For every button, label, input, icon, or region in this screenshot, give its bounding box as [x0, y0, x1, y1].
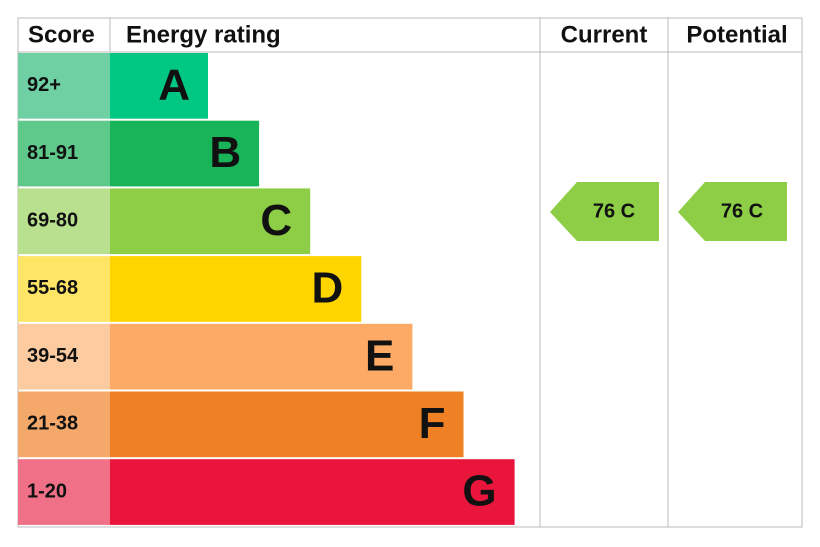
current-header: Current: [561, 21, 648, 48]
score-cell: [18, 391, 110, 458]
rating-bar: [110, 120, 260, 187]
rating-bar: [110, 188, 311, 255]
score-cell: [18, 53, 110, 119]
score-band: 39-54: [27, 345, 79, 367]
score-cell: [18, 323, 110, 390]
score-band: 92+: [27, 74, 61, 96]
score-cell: [18, 188, 110, 255]
rating-letter: E: [365, 331, 394, 380]
current-arrow: [550, 182, 659, 241]
score-cell: [18, 256, 110, 322]
rating-header: Energy rating: [126, 21, 281, 48]
rating-letter: C: [260, 196, 292, 245]
potential-rating: 76 C: [721, 200, 763, 222]
current-rating: 76 C: [593, 200, 635, 222]
rating-letter: F: [419, 399, 446, 448]
rating-letter: D: [312, 264, 344, 313]
rating-letter: A: [158, 60, 190, 109]
score-cell: [18, 459, 110, 525]
rating-bar: [110, 391, 464, 458]
score-band: 21-38: [27, 413, 78, 435]
rating-bar: [110, 256, 362, 322]
score-band: 81-91: [27, 142, 78, 164]
rating-bar: [110, 53, 208, 119]
rating-bar: [110, 323, 413, 390]
potential-header: Potential: [686, 21, 787, 48]
score-band: 55-68: [27, 277, 78, 299]
rating-letter: B: [209, 128, 241, 177]
rating-letter: G: [462, 467, 496, 516]
potential-arrow: [678, 182, 787, 241]
score-band: 69-80: [27, 210, 78, 232]
score-header: Score: [28, 21, 95, 48]
score-cell: [18, 120, 110, 187]
rating-bar: [110, 459, 515, 525]
score-band: 1-20: [27, 480, 67, 502]
